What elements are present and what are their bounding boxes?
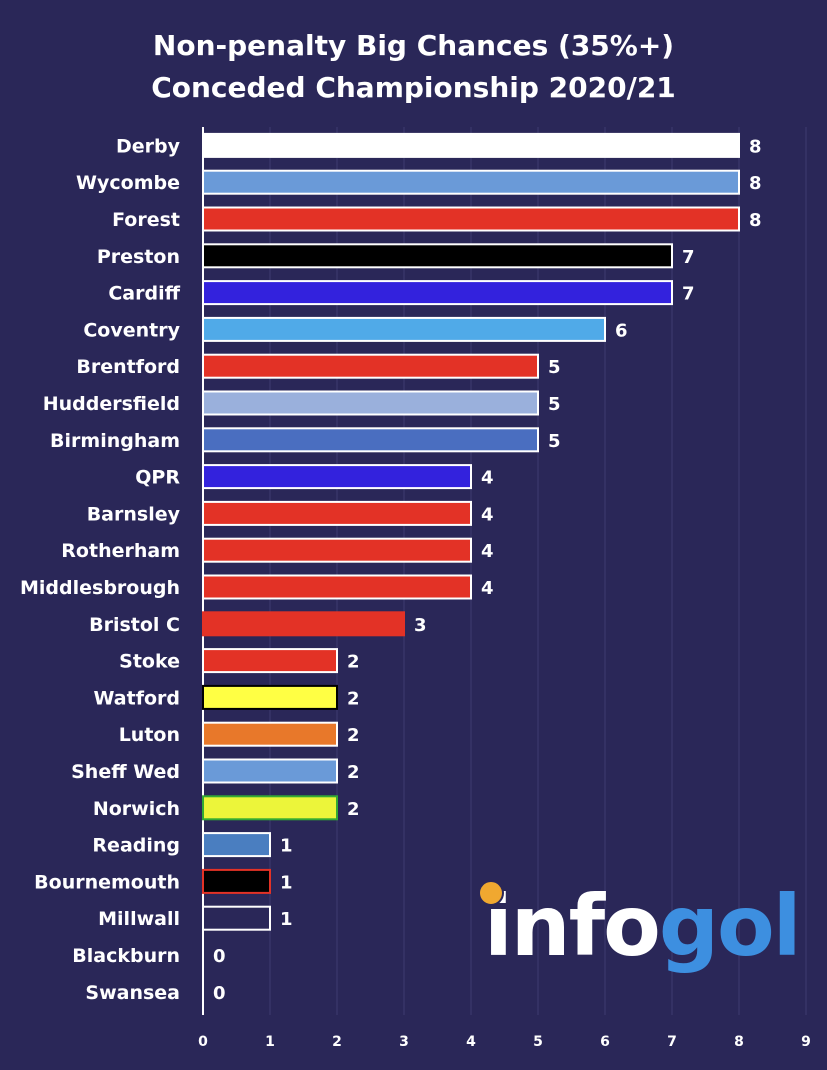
bar xyxy=(202,611,405,637)
x-tick-label: 1 xyxy=(265,1034,275,1050)
value-label: 2 xyxy=(347,725,360,746)
logo-info-text: info xyxy=(484,877,661,975)
category-label: Norwich xyxy=(93,798,180,820)
x-tick-label: 3 xyxy=(399,1034,409,1050)
x-tick-label: 7 xyxy=(667,1034,677,1050)
value-label: 3 xyxy=(414,615,427,636)
logo-gol-text: gol xyxy=(658,877,802,975)
chart-title-line-2: Conceded Championship 2020/21 xyxy=(151,71,676,104)
category-label: Reading xyxy=(92,835,180,857)
category-label: Middlesbrough xyxy=(20,577,180,599)
value-label: 7 xyxy=(682,247,695,268)
value-label: 8 xyxy=(749,210,762,231)
bar xyxy=(202,316,606,342)
football-icon xyxy=(478,880,504,906)
x-tick-label: 8 xyxy=(734,1034,744,1050)
value-label: 4 xyxy=(481,468,494,489)
value-label: 0 xyxy=(213,946,226,967)
value-label: 8 xyxy=(749,136,762,157)
value-label: 0 xyxy=(213,983,226,1004)
value-label: 4 xyxy=(481,504,494,525)
x-tick-label: 9 xyxy=(801,1034,811,1050)
bar xyxy=(202,243,673,269)
x-tick-label: 4 xyxy=(466,1034,476,1050)
bar xyxy=(202,390,539,416)
category-label: Preston xyxy=(97,246,180,268)
category-label: Swansea xyxy=(85,982,180,1004)
category-label: Rotherham xyxy=(61,540,180,562)
category-label: Bournemouth xyxy=(34,871,180,893)
x-tick-label: 2 xyxy=(332,1034,342,1050)
category-label: Forest xyxy=(112,209,180,231)
infogol-logo: infogol xyxy=(474,876,804,976)
value-label: 5 xyxy=(548,394,561,415)
bar xyxy=(202,537,472,563)
value-label: 2 xyxy=(347,652,360,673)
bar xyxy=(202,648,338,674)
bar xyxy=(202,169,740,195)
value-label: 1 xyxy=(280,872,293,893)
category-label: Derby xyxy=(116,135,181,157)
category-label: Barnsley xyxy=(87,503,181,525)
category-label: Birmingham xyxy=(50,430,180,452)
value-label: 2 xyxy=(347,799,360,820)
value-label: 6 xyxy=(615,320,628,341)
value-label: 4 xyxy=(481,541,494,562)
bar xyxy=(202,905,271,931)
value-label: 2 xyxy=(347,688,360,709)
category-label: Watford xyxy=(94,687,180,709)
category-label: Blackburn xyxy=(72,945,180,967)
bar xyxy=(202,500,472,526)
category-label: Bristol C xyxy=(89,614,180,636)
bar xyxy=(202,280,673,306)
category-label: Luton xyxy=(119,724,180,746)
bar xyxy=(202,832,271,858)
value-label: 4 xyxy=(481,578,494,599)
bar xyxy=(202,353,539,379)
bar xyxy=(202,721,338,747)
bar xyxy=(202,574,472,600)
value-label: 5 xyxy=(548,431,561,452)
x-tick-label: 6 xyxy=(600,1034,610,1050)
x-tick-label: 5 xyxy=(533,1034,543,1050)
value-label: 1 xyxy=(280,909,293,930)
bar xyxy=(202,132,740,158)
category-label: Wycombe xyxy=(76,172,180,194)
category-label: Huddersfield xyxy=(43,393,180,415)
value-label: 8 xyxy=(749,173,762,194)
bar xyxy=(202,427,539,453)
category-label: Brentford xyxy=(76,356,180,378)
category-label: Millwall xyxy=(98,908,180,930)
category-label: Sheff Wed xyxy=(71,761,180,783)
category-label: Cardiff xyxy=(108,283,180,305)
bar xyxy=(202,868,271,894)
x-tick-label: 0 xyxy=(198,1034,208,1050)
category-label: QPR xyxy=(135,467,180,489)
value-label: 2 xyxy=(347,762,360,783)
bar xyxy=(202,795,338,821)
bar xyxy=(202,464,472,490)
chart-title-line-1: Non-penalty Big Chances (35%+) xyxy=(152,29,675,62)
bar xyxy=(202,758,338,784)
category-label: Stoke xyxy=(119,651,180,673)
bar xyxy=(202,206,740,232)
value-label: 5 xyxy=(548,357,561,378)
category-label: Coventry xyxy=(83,319,180,341)
value-label: 7 xyxy=(682,284,695,305)
value-label: 1 xyxy=(280,836,293,857)
bar xyxy=(202,684,338,710)
